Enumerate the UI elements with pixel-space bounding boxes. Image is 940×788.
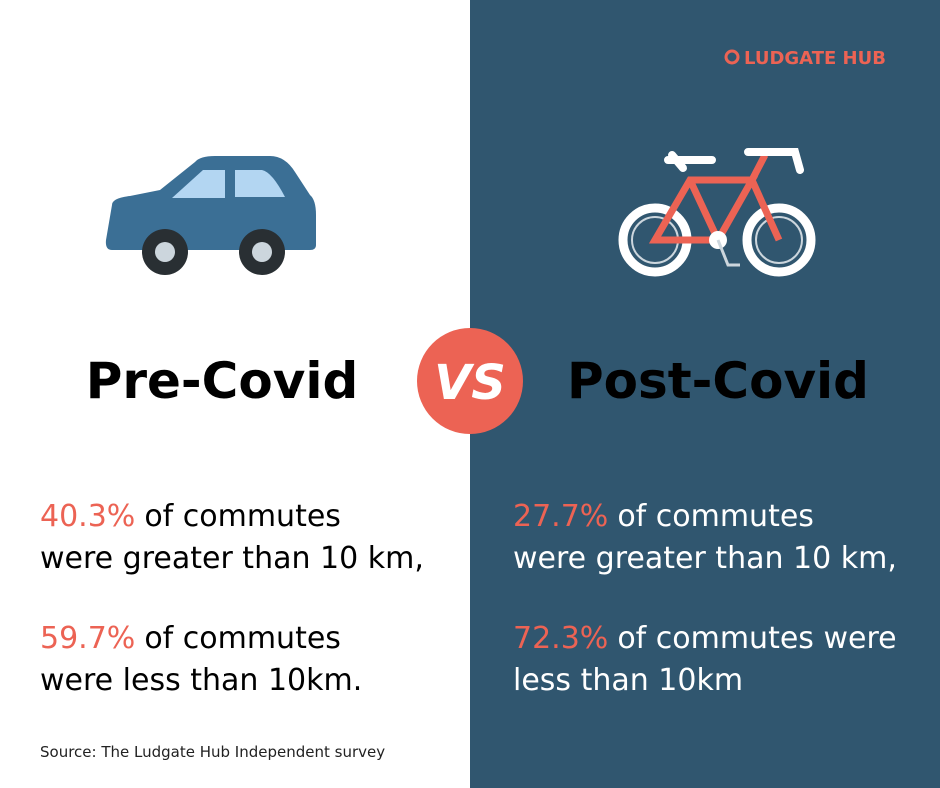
source-note: Source: The Ludgate Hub Independent surv… bbox=[40, 743, 385, 761]
car-icon bbox=[105, 156, 316, 275]
stat-text: of commutes bbox=[144, 621, 341, 656]
stat-line: were less than 10km. bbox=[40, 663, 362, 698]
right-heading: Post-Covid bbox=[567, 352, 869, 410]
stat-line: 72.3% of commutes were bbox=[513, 621, 897, 656]
vs-label: VS bbox=[434, 355, 506, 411]
stat-line: less than 10km bbox=[513, 663, 743, 698]
stat-line: were greater than 10 km, bbox=[40, 541, 424, 576]
stat-text: of commutes were bbox=[617, 621, 896, 656]
stat-line: were greater than 10 km, bbox=[513, 541, 897, 576]
stat-value: 27.7% bbox=[513, 499, 608, 534]
stat-value: 59.7% bbox=[40, 621, 135, 656]
left-panel bbox=[0, 0, 470, 788]
stat-line: 59.7% of commutes bbox=[40, 621, 341, 656]
stat-value: 40.3% bbox=[40, 499, 135, 534]
bike-icon bbox=[618, 148, 816, 277]
stat-line: 27.7% of commutes bbox=[513, 499, 814, 534]
stats: 40.3% of commutes were greater than 10 km,… bbox=[40, 499, 897, 698]
right-panel bbox=[470, 0, 940, 788]
stat-text: of commutes bbox=[144, 499, 341, 534]
brand-logo: LUDGATE HUB bbox=[724, 48, 886, 69]
stat-value: 72.3% bbox=[513, 621, 608, 656]
brand-name: LUDGATE HUB bbox=[744, 48, 886, 69]
stat-line: 40.3% of commutes bbox=[40, 499, 341, 534]
vs-badge bbox=[417, 328, 523, 434]
stat-text: of commutes bbox=[617, 499, 814, 534]
left-heading: Pre-Covid bbox=[86, 352, 359, 410]
